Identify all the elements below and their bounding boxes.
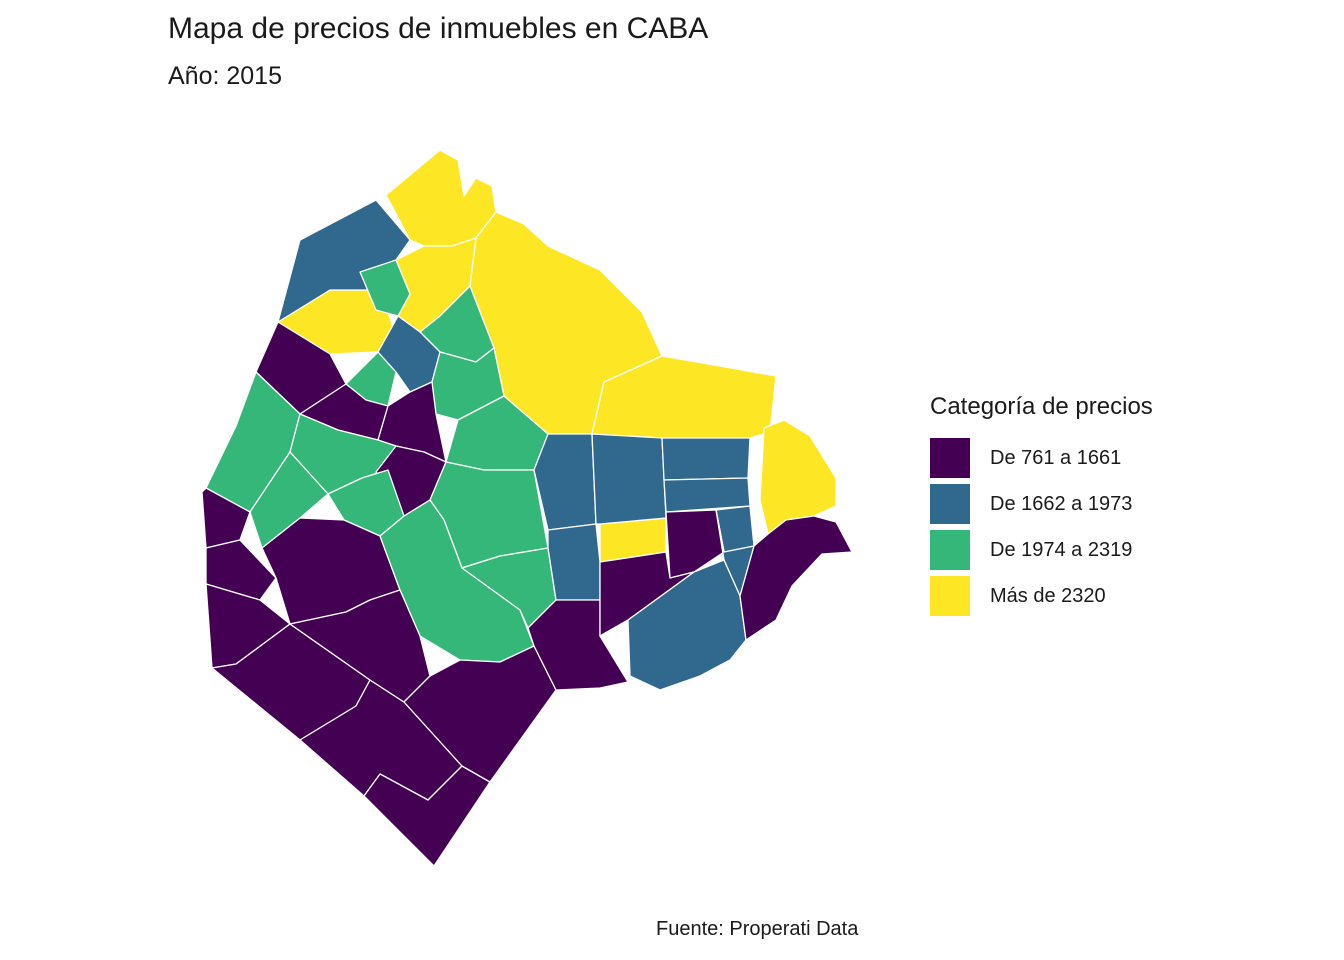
neighborhood-mataderos-north <box>205 539 277 601</box>
legend-swatch <box>930 530 970 570</box>
neighborhood-parque-patricios <box>527 599 629 691</box>
map-legend: Categoría de precios De 761 a 1661 De 16… <box>930 393 1153 619</box>
legend-label: De 761 a 1661 <box>990 446 1122 469</box>
legend-item: De 1662 a 1973 <box>930 481 1153 527</box>
legend-item: Más de 2320 <box>930 573 1153 619</box>
neighborhood-boedo <box>547 523 601 601</box>
legend-swatch <box>930 484 970 524</box>
neighborhood-la-boca <box>739 515 853 641</box>
neighborhood-balvanera <box>533 433 597 531</box>
map-title: Mapa de precios de inmuebles en CABA <box>168 12 709 45</box>
map-caption: Fuente: Properati Data <box>656 918 859 940</box>
neighborhood-villa-soldati <box>289 589 431 703</box>
legend-swatch <box>930 576 970 616</box>
neighborhood-recoleta <box>661 437 751 481</box>
legend-label: De 1974 a 2319 <box>990 538 1133 561</box>
legend-label: Más de 2320 <box>990 584 1106 607</box>
neighborhood-puerto-madero <box>759 419 837 535</box>
neighborhood-san-cristobal <box>591 433 667 525</box>
map-subtitle: Año: 2015 <box>168 62 282 90</box>
legend-item: De 1974 a 2319 <box>930 527 1153 573</box>
legend-item: De 761 a 1661 <box>930 435 1153 481</box>
legend-label: De 1662 a 1973 <box>990 492 1133 515</box>
legend-title: Categoría de precios <box>930 393 1153 420</box>
neighborhood-nunez <box>385 149 497 247</box>
neighborhood-liniers <box>201 487 251 549</box>
legend-swatch <box>930 438 970 478</box>
neighborhood-constitucion <box>665 509 725 579</box>
neighborhood-floresta <box>249 451 329 549</box>
neighborhood-barracas <box>627 559 747 691</box>
neighborhood-villa-urquiza <box>359 259 411 317</box>
